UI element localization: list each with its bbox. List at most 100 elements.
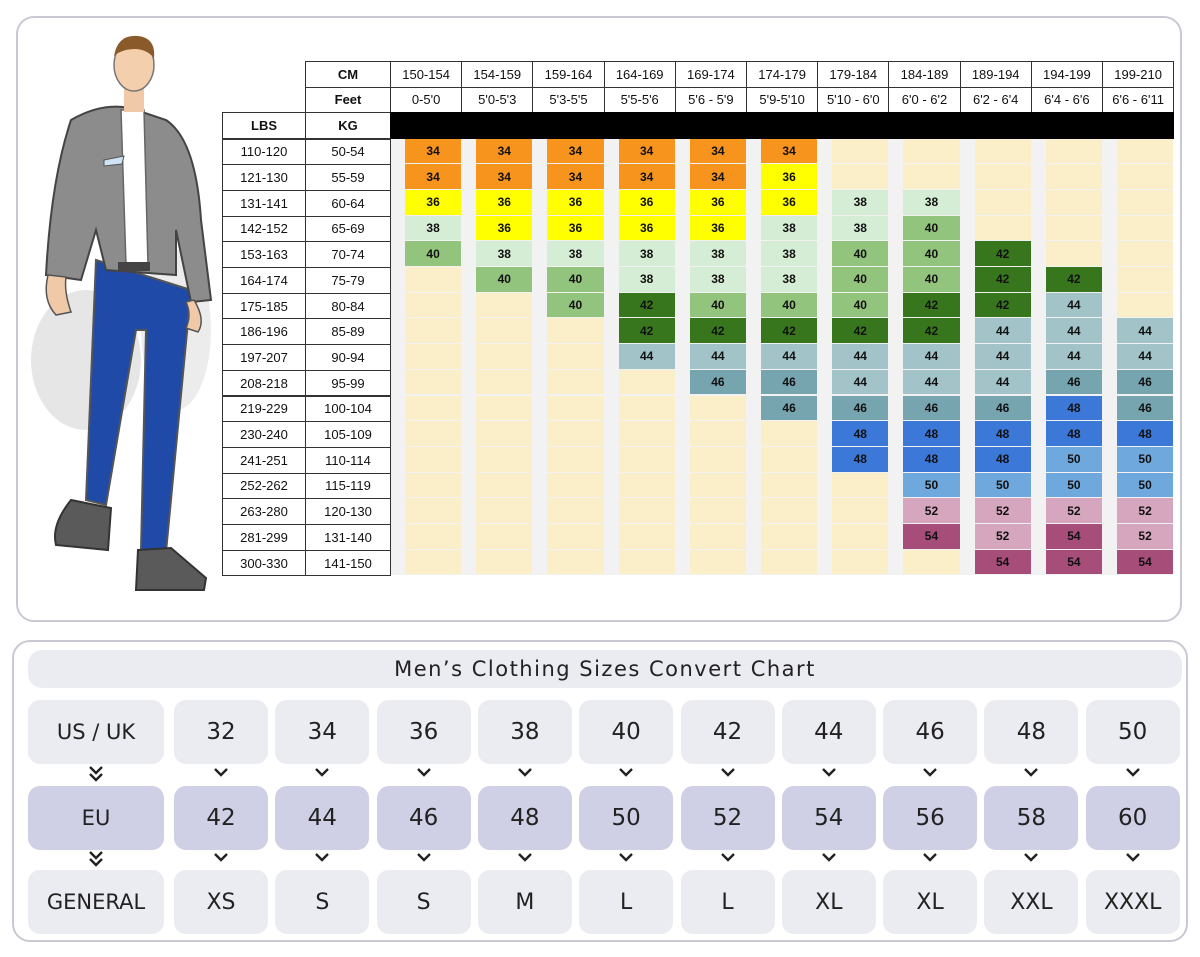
size-cell: 38 — [405, 215, 462, 241]
size-cell: 42 — [689, 318, 746, 344]
row-kg: 55-59 — [305, 164, 391, 191]
size-cell: 42 — [974, 241, 1031, 266]
size-cell: 42 — [1045, 267, 1102, 292]
empty-size-cell — [903, 549, 960, 575]
empty-size-cell — [1117, 189, 1174, 215]
size-cell: 44 — [832, 344, 889, 369]
row-header-label: KG — [305, 112, 391, 139]
empty-size-cell — [618, 421, 675, 446]
chevron-down-icon — [515, 766, 535, 783]
empty-size-cell — [405, 524, 462, 549]
chevron-down-icon — [819, 766, 839, 783]
empty-size-cell — [618, 549, 675, 575]
chevron-down-icon — [414, 851, 434, 868]
size-cell: 36 — [618, 215, 675, 241]
empty-size-cell — [761, 524, 818, 549]
size-cell: 42 — [618, 318, 675, 344]
size-cell: 38 — [903, 189, 960, 215]
size-cell: 34 — [405, 164, 462, 189]
size-cell: 46 — [761, 369, 818, 395]
size-cell: 36 — [405, 189, 462, 215]
empty-size-cell — [618, 446, 675, 472]
empty-size-cell — [405, 421, 462, 446]
empty-size-cell — [689, 446, 746, 472]
size-cell: 38 — [832, 215, 889, 241]
empty-size-cell — [405, 395, 462, 421]
empty-size-cell — [547, 318, 604, 344]
empty-size-cell — [832, 472, 889, 498]
header-tick: 6'2 - 6'4 — [959, 86, 1032, 113]
man-in-suit-illustration — [31, 35, 213, 591]
size-cell: 44 — [1045, 292, 1102, 318]
size-cell: 50 — [1117, 472, 1174, 498]
row-kg: 65-69 — [305, 215, 391, 243]
header-tick: 5'3-5'5 — [532, 86, 605, 113]
conversion-value: S — [275, 870, 370, 934]
empty-size-cell — [618, 472, 675, 498]
size-cell: 36 — [689, 189, 746, 215]
empty-size-cell — [405, 318, 462, 344]
size-cell: 38 — [689, 241, 746, 266]
conversion-value: 56 — [883, 786, 978, 850]
conversion-row-label: GENERAL — [28, 870, 164, 934]
size-cell: 42 — [974, 267, 1031, 292]
size-cell: 34 — [761, 138, 818, 164]
size-cell: 40 — [547, 292, 604, 318]
conversion-value: L — [680, 870, 775, 934]
size-cell: 44 — [903, 344, 960, 369]
row-kg: 110-114 — [305, 446, 391, 474]
row-header-label: LBS — [222, 112, 306, 139]
size-cell: 50 — [903, 472, 960, 498]
empty-size-cell — [903, 138, 960, 164]
empty-size-cell — [476, 395, 533, 421]
size-cell: 36 — [761, 189, 818, 215]
size-cell: 42 — [974, 292, 1031, 318]
empty-size-cell — [1117, 292, 1174, 318]
row-lbs: 131-141 — [222, 189, 306, 217]
row-lbs: 241-251 — [222, 446, 306, 474]
chevron-down-icon — [211, 766, 231, 783]
row-lbs: 263-280 — [222, 498, 306, 525]
header-band — [390, 112, 1175, 139]
size-cell: 40 — [689, 292, 746, 318]
size-cell: 44 — [974, 344, 1031, 369]
size-cell: 52 — [974, 524, 1031, 549]
row-kg: 120-130 — [305, 498, 391, 525]
size-cell: 42 — [761, 318, 818, 344]
empty-size-cell — [547, 446, 604, 472]
size-cell: 40 — [761, 292, 818, 318]
size-cell: 38 — [547, 241, 604, 266]
header-tick: 150-154 — [390, 61, 463, 88]
empty-size-cell — [761, 421, 818, 446]
size-cell: 44 — [689, 344, 746, 369]
size-cell: 34 — [547, 138, 604, 164]
row-kg: 141-150 — [305, 549, 391, 577]
size-cell: 40 — [832, 292, 889, 318]
conversion-value: S — [376, 870, 471, 934]
conversion-value: 42 — [680, 700, 775, 764]
size-cell: 36 — [618, 189, 675, 215]
chevron-down-icon — [1123, 851, 1143, 868]
chevron-down-icon — [211, 851, 231, 868]
size-cell: 36 — [476, 215, 533, 241]
row-kg: 85-89 — [305, 318, 391, 346]
header-tick: 199-210 — [1102, 61, 1175, 88]
empty-size-cell — [476, 421, 533, 446]
row-lbs: 252-262 — [222, 472, 306, 500]
size-cell: 40 — [476, 267, 533, 292]
size-cell: 38 — [476, 241, 533, 266]
empty-size-cell — [1045, 164, 1102, 189]
row-lbs: 219-229 — [222, 395, 306, 423]
empty-size-cell — [547, 369, 604, 395]
size-cell: 34 — [476, 138, 533, 164]
conversion-value: XXXL — [1085, 870, 1180, 934]
size-cell: 38 — [761, 241, 818, 266]
empty-size-cell — [476, 369, 533, 395]
conversion-row-label: EU — [28, 786, 164, 850]
row-kg: 50-54 — [305, 138, 391, 166]
empty-size-cell — [476, 549, 533, 575]
row-lbs: 281-299 — [222, 524, 306, 551]
row-lbs: 186-196 — [222, 318, 306, 346]
empty-size-cell — [618, 369, 675, 395]
conversion-chart-title: Men’s Clothing Sizes Convert Chart — [28, 650, 1182, 688]
